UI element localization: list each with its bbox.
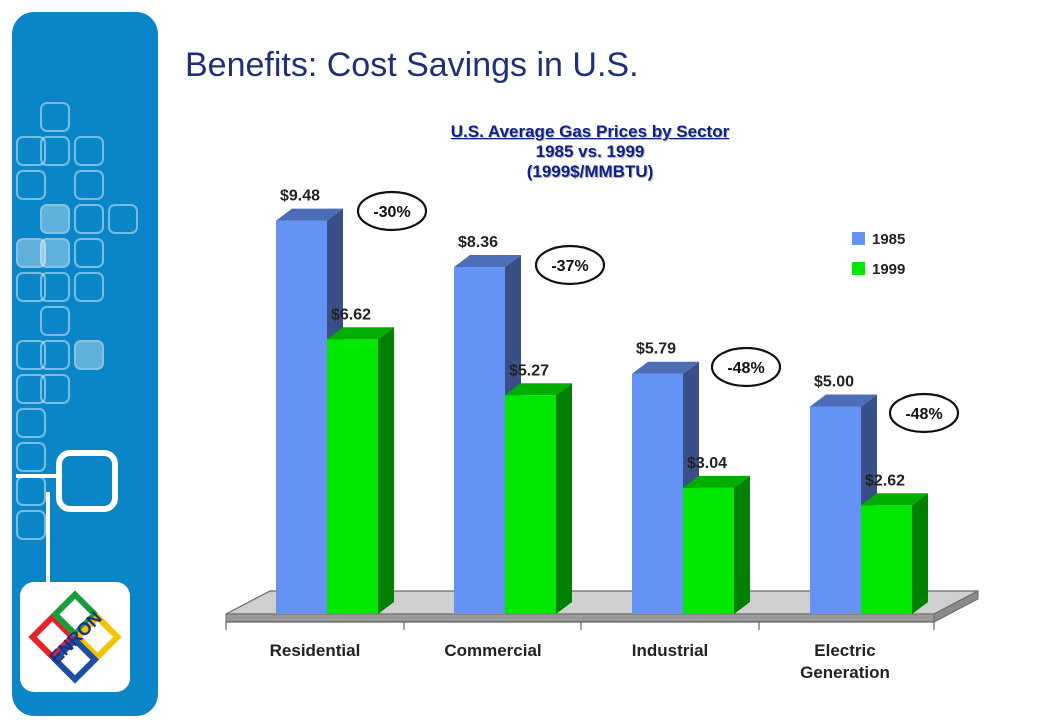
decor-square [40, 272, 70, 302]
data-label: $9.48 [280, 188, 320, 205]
decor-square [40, 340, 70, 370]
decor-large-square [56, 450, 118, 512]
decor-square [16, 442, 46, 472]
decor-square [16, 272, 46, 302]
decor-square [74, 136, 104, 166]
decor-square [16, 374, 46, 404]
bar-side [734, 475, 750, 614]
decor-square [16, 340, 46, 370]
decor-square [74, 204, 104, 234]
data-label: $3.04 [687, 455, 727, 472]
bar-top [327, 327, 394, 340]
decor-square [16, 408, 46, 438]
data-label: $5.00 [814, 374, 854, 391]
decor-square [40, 374, 70, 404]
decor-square [40, 306, 70, 336]
category-label: Industrial [632, 641, 709, 660]
bar-side [378, 327, 394, 614]
bar-front [810, 406, 861, 614]
data-label: $5.27 [509, 362, 549, 379]
bar-front [454, 267, 505, 614]
bar-front [683, 487, 734, 614]
decor-square [16, 136, 46, 166]
bar-top [505, 383, 572, 396]
chart-title-line-3: (1999$/MMBTU) [526, 162, 654, 181]
annotation-ellipse [710, 346, 782, 388]
legend-swatch-1985 [852, 232, 865, 245]
data-label: $5.79 [636, 341, 676, 358]
decor-line [16, 474, 60, 478]
enron-logo-icon: ENRON [28, 590, 122, 684]
data-label: $2.62 [865, 472, 905, 489]
decor-line [46, 492, 50, 612]
bar-1999-0 [327, 327, 394, 614]
annotation-label: -48% [905, 406, 942, 423]
annotation-label: -37% [551, 258, 588, 275]
decor-square [16, 510, 46, 540]
bar-1999-2 [683, 475, 750, 614]
chart-title-line-2: 1985 vs. 1999 [535, 142, 645, 161]
bar-side [556, 383, 572, 614]
category-label: Residential [270, 641, 361, 660]
decor-square [40, 238, 70, 268]
decor-square [74, 238, 104, 268]
annotation-ellipse [534, 244, 606, 286]
annotation-ellipse [356, 190, 428, 232]
legend-label-1999: 1999 [872, 261, 905, 278]
chart-title: U.S. Average Gas Prices by Sector 1985 v… [380, 122, 800, 182]
category-label: Commercial [444, 641, 541, 660]
annotation-ellipse [888, 392, 960, 434]
category-label: Electric Generation [800, 641, 890, 682]
bar-1999-1 [505, 383, 572, 614]
bar-top [810, 394, 877, 407]
decor-square [40, 102, 70, 132]
decor-square [16, 170, 46, 200]
bar-front [276, 220, 327, 614]
chart-floor-edge [225, 613, 935, 623]
enron-logo: ENRON [20, 582, 130, 692]
decor-square [74, 340, 104, 370]
bar-front [861, 505, 912, 614]
annotation-label: -30% [373, 204, 410, 221]
data-label: $8.36 [458, 234, 498, 251]
bar-front [327, 339, 378, 614]
bar-front [505, 395, 556, 614]
decor-square [108, 204, 138, 234]
bar-top [861, 493, 928, 506]
data-label: $6.62 [331, 306, 371, 323]
chart-floor-side [933, 590, 979, 623]
bar-top [632, 361, 699, 374]
decor-square [40, 136, 70, 166]
bar-side [912, 493, 928, 614]
annotation-label: -48% [727, 360, 764, 377]
bar-top [454, 255, 521, 268]
decor-square [74, 170, 104, 200]
bar-top [683, 475, 750, 488]
decor-square [40, 204, 70, 234]
legend-label-1985: 1985 [872, 231, 905, 248]
page-title: Benefits: Cost Savings in U.S. [185, 46, 639, 84]
chart-title-line-1: U.S. Average Gas Prices by Sector [450, 122, 730, 141]
bar-top [276, 208, 343, 221]
bar-1999-3 [861, 493, 928, 614]
bar-front [632, 373, 683, 614]
legend-swatch-1999 [852, 262, 865, 275]
decor-square [74, 272, 104, 302]
